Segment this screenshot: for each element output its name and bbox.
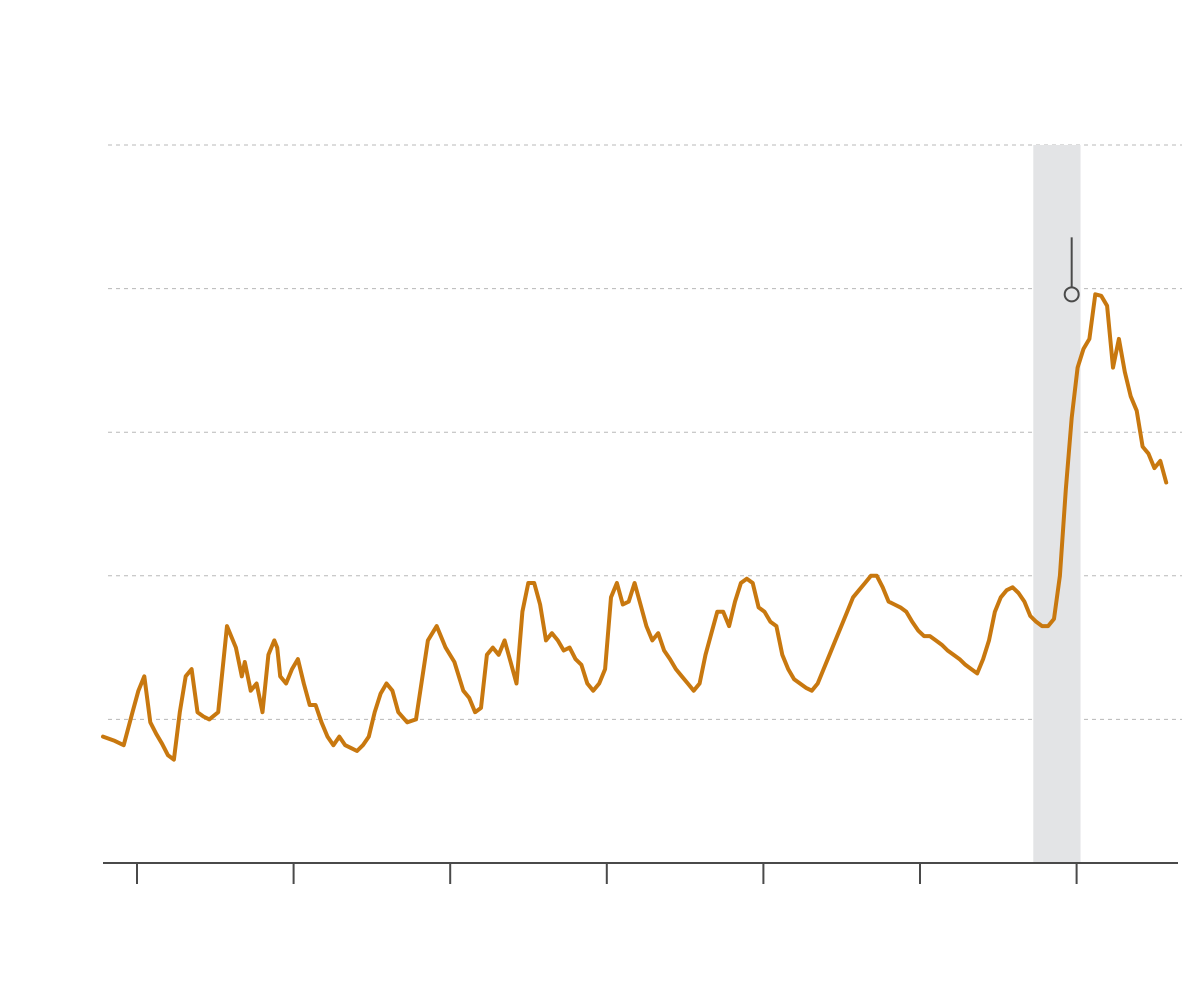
x-axis-ticks — [136, 863, 1078, 884]
shaded-period-band — [1033, 145, 1081, 863]
peak-marker — [1063, 286, 1080, 303]
series-line — [101, 292, 1169, 762]
gridlines — [108, 144, 1182, 720]
